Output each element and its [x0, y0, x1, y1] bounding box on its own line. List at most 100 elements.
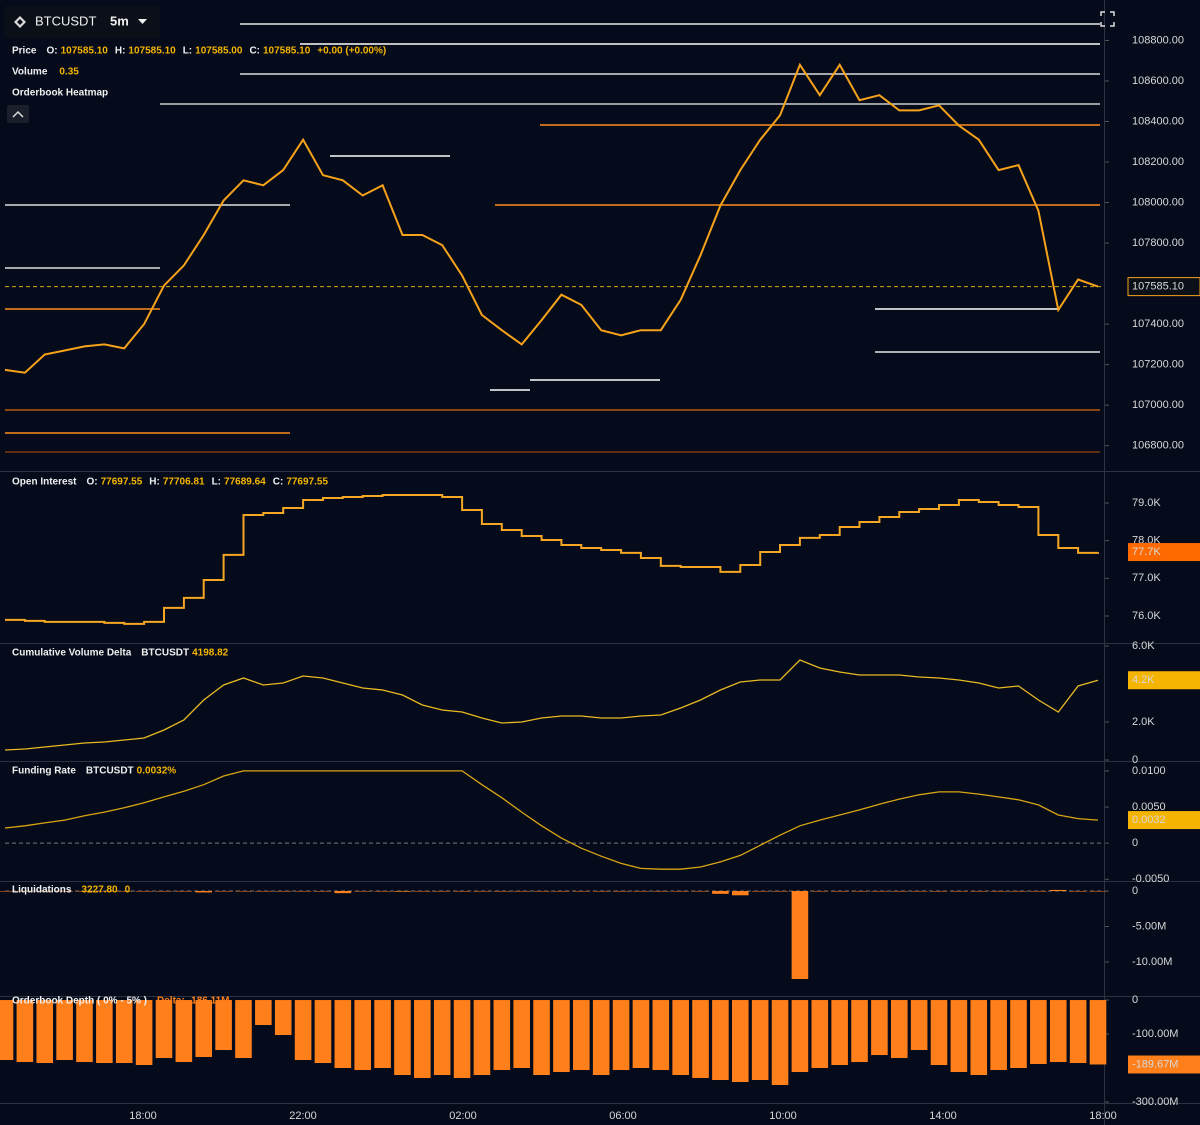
legend-label: L:	[212, 477, 221, 488]
bar	[592, 1000, 610, 1076]
bar	[692, 1000, 709, 1079]
y-tick-label: -300.00M	[1132, 1096, 1178, 1108]
series-line	[4, 770, 1099, 870]
bar	[374, 891, 391, 892]
legend-value: -186.11M	[188, 996, 230, 1007]
legend-value: 107585.10	[263, 46, 311, 57]
legend-value: +0.00 (+0.00%)	[317, 46, 386, 57]
bar	[155, 1000, 173, 1059]
bar	[851, 891, 868, 892]
bar	[1089, 891, 1107, 892]
bar	[274, 1000, 292, 1036]
bar	[195, 891, 213, 893]
panel-title: Liquidations	[12, 885, 72, 896]
legend-label: L:	[183, 46, 192, 57]
bar	[751, 891, 769, 892]
bar	[255, 1000, 272, 1026]
legend-label: O:	[46, 46, 57, 57]
row-value: 0.35	[59, 67, 79, 78]
x-tick-label: 18:00	[1089, 1110, 1117, 1122]
bar	[513, 891, 530, 892]
y-tick-label: 108400.00	[1132, 115, 1184, 127]
bar	[573, 1000, 590, 1071]
interval-dropdown[interactable]	[138, 19, 147, 24]
legend-value: 4198.82	[192, 648, 229, 659]
bar	[374, 1000, 391, 1069]
bar	[612, 891, 630, 892]
bar	[334, 1000, 352, 1069]
bar	[0, 1000, 14, 1061]
bar	[692, 891, 709, 892]
symbol[interactable]: BTCUSDT	[35, 13, 96, 28]
bar	[414, 1000, 431, 1079]
last-value-label: 107585.10	[1132, 281, 1184, 293]
row-label: Volume	[12, 67, 48, 78]
collapse-icon	[12, 110, 24, 118]
bar	[334, 891, 352, 894]
last-value-tag	[1127, 277, 1200, 297]
bar	[314, 891, 332, 892]
last-value-label: -189.67M	[1132, 1058, 1178, 1070]
x-tick-label: 14:00	[929, 1110, 957, 1122]
bar	[135, 1000, 153, 1066]
y-tick-label: 0	[1132, 837, 1138, 849]
bar	[573, 891, 590, 892]
bar	[155, 891, 173, 892]
panel: 108800.00 108600.00 108400.00 108200.00 1080…	[4, 34, 1200, 452]
legend-label: C:	[273, 477, 284, 488]
last-value-tag	[1128, 811, 1200, 830]
bar	[712, 1000, 729, 1081]
panel: 0.0100 0.0050 0 -0.0050 0.0032 Funding Rate BT…	[4, 765, 1200, 885]
bar	[16, 891, 34, 892]
fullscreen-button[interactable]	[1100, 11, 1115, 27]
bar	[592, 891, 610, 892]
legend-value: 77697.55	[101, 477, 143, 488]
bar	[56, 1000, 73, 1061]
symbol-box[interactable]	[4, 6, 160, 38]
last-value-tag	[1128, 1055, 1200, 1074]
bar	[135, 891, 153, 892]
bar	[970, 1000, 988, 1076]
legend-value: 0.0032%	[137, 766, 177, 777]
x-tick-label: 06:00	[609, 1110, 637, 1122]
panel-title: Cumulative Volume Delta	[12, 648, 132, 659]
bar	[394, 1000, 411, 1076]
bar	[56, 891, 73, 892]
bar	[1030, 1000, 1047, 1065]
bar	[16, 1000, 34, 1063]
last-value-tag	[1128, 543, 1200, 562]
row-label: Orderbook Heatmap	[12, 88, 108, 99]
bar	[811, 1000, 829, 1069]
bar	[652, 891, 670, 892]
bar	[533, 1000, 550, 1076]
panel-title: Orderbook Depth ( 0% - 5% )	[12, 996, 147, 1007]
bar	[1069, 1000, 1087, 1064]
y-tick-label: 0.0050	[1132, 801, 1166, 813]
bar	[791, 891, 809, 980]
bar	[990, 891, 1007, 892]
legend-value: 107585.10	[128, 46, 176, 57]
y-tick-label: 77.0K	[1132, 572, 1161, 584]
legend-value: 77697.55	[286, 477, 328, 488]
bar	[910, 1000, 928, 1051]
bar	[632, 1000, 650, 1069]
collapse-button[interactable]	[7, 105, 29, 123]
symbol-icon	[14, 16, 26, 28]
bar	[255, 891, 272, 892]
y-tick-label: 107200.00	[1132, 359, 1184, 371]
last-value-label: 4.2K	[1132, 674, 1155, 686]
last-value-label: 0.0032	[1132, 814, 1166, 826]
panel-title: Open Interest	[12, 477, 77, 488]
interval[interactable]: 5m	[110, 13, 129, 28]
y-tick-label: 0	[1132, 885, 1138, 897]
bar	[1049, 1000, 1067, 1063]
y-tick-label: 0.0100	[1132, 765, 1166, 777]
bar	[215, 1000, 232, 1051]
bar	[394, 891, 411, 892]
bar	[731, 891, 749, 896]
y-tick-label: 76.0K	[1132, 610, 1161, 622]
bar	[672, 1000, 689, 1076]
bar	[672, 891, 689, 892]
